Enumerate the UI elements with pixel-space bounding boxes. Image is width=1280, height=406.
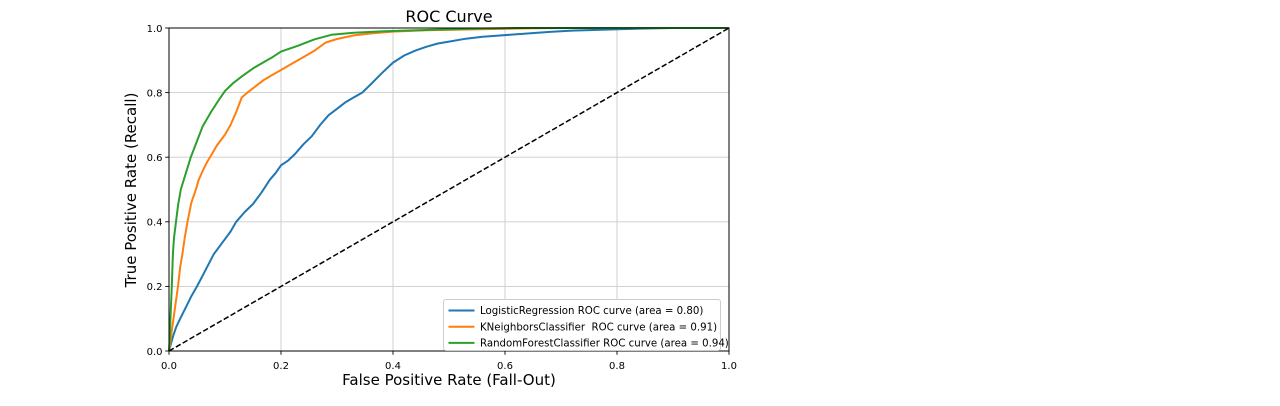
chart-title: ROC Curve xyxy=(405,7,492,26)
roc-curve-RandomForestClassifier xyxy=(168,27,729,352)
legend: LogisticRegression ROC curve (area = 0.8… xyxy=(443,299,729,351)
roc-curve-KNeighborsClassifier xyxy=(168,27,729,352)
y-tick-label: 0.6 xyxy=(147,153,163,164)
y-tick-label: 0.2 xyxy=(147,282,163,293)
legend-entry-label: RandomForestClassifier ROC curve (area =… xyxy=(480,339,729,350)
x-tick-label: 0.6 xyxy=(497,361,513,372)
x-tick-label: 0.4 xyxy=(385,361,401,372)
x-tick-label: 1.0 xyxy=(721,361,737,372)
chance-diagonal-line xyxy=(168,27,730,352)
x-tick-label: 0.2 xyxy=(273,361,289,372)
gridlines xyxy=(169,28,729,351)
y-tick-label: 0.4 xyxy=(147,218,163,229)
y-tick-label: 0.0 xyxy=(147,347,163,358)
roc-curve-LogisticRegression xyxy=(168,27,729,352)
legend-entry-label: KNeighborsClassifier ROC curve (area = 0… xyxy=(480,322,717,333)
legend-entry-label: LogisticRegression ROC curve (area = 0.8… xyxy=(480,306,703,317)
y-tick-label: 0.8 xyxy=(147,88,163,99)
x-tick-label: 0.8 xyxy=(609,361,625,372)
y-tick-label: 1.0 xyxy=(147,24,163,35)
axis-ticks: 0.0 0.2 0.4 0.6 0.8 1.0 0.0 0.2 0.4 0.6 0.8 1.0 xyxy=(147,24,737,372)
y-axis-label: True Positive Rate (Recall) xyxy=(122,93,140,289)
roc-curves xyxy=(168,27,730,352)
x-axis-label: False Positive Rate (Fall-Out) xyxy=(342,371,556,389)
x-tick-label: 0.0 xyxy=(161,361,177,372)
legend-box xyxy=(443,299,721,351)
